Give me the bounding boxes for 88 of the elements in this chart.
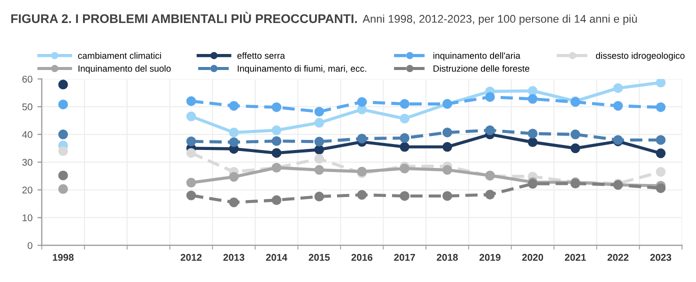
legend-label: Distruzione delle foreste	[434, 65, 530, 72]
point	[442, 165, 452, 175]
point	[314, 136, 324, 146]
point	[314, 118, 324, 128]
x-tick-label: 2020	[522, 254, 544, 261]
x-tick-label: 2012	[180, 254, 202, 261]
point	[400, 191, 410, 201]
point	[485, 92, 495, 102]
point	[656, 102, 666, 112]
point	[528, 128, 538, 138]
point	[58, 184, 68, 194]
point	[314, 154, 324, 164]
point	[186, 178, 196, 188]
point	[400, 99, 410, 109]
y-tick-label: 50	[22, 103, 32, 110]
point	[186, 112, 196, 122]
y-tick-label: 40	[22, 131, 32, 138]
x-tick-label: 2013	[223, 254, 244, 261]
point	[228, 100, 239, 111]
point	[228, 128, 239, 138]
y-tick-label: 30	[22, 158, 32, 166]
point	[314, 165, 324, 175]
point	[442, 128, 452, 138]
point	[442, 142, 452, 152]
point	[272, 148, 282, 158]
y-tick-label: 10	[22, 214, 32, 222]
legend-label: inquinamento dell'aria	[433, 52, 520, 61]
point	[613, 100, 623, 111]
point	[656, 166, 666, 177]
point	[58, 146, 68, 156]
legend-label: effetto serra	[237, 52, 286, 59]
point	[186, 136, 196, 146]
point	[400, 164, 410, 174]
x-tick-label: 2014	[266, 254, 288, 261]
point	[314, 106, 324, 117]
x-tick-label: 2023	[650, 254, 672, 261]
legend-label: dissesto idrogeologico	[596, 52, 685, 61]
point	[400, 133, 410, 143]
point	[570, 143, 580, 154]
point	[357, 134, 367, 144]
y-tick-label: 60	[22, 76, 32, 83]
point	[528, 94, 538, 104]
x-tick-label: 2021	[564, 254, 586, 261]
legend-label: Inquinamento del suolo	[78, 65, 171, 74]
point	[485, 125, 495, 136]
point	[442, 191, 452, 201]
x-tick-label: 2015	[308, 254, 330, 261]
point	[400, 114, 410, 124]
point	[656, 148, 666, 158]
point	[485, 190, 495, 200]
point	[613, 83, 623, 93]
point	[314, 144, 324, 155]
legend-label: cambiament climatici	[78, 52, 161, 59]
point	[228, 172, 239, 182]
point	[228, 197, 239, 208]
point	[528, 86, 538, 96]
point	[570, 130, 580, 140]
x-tick-label: 1998	[52, 254, 74, 261]
point	[656, 78, 666, 88]
chart-subtitle: Anni 1998, 2012-2023, per 100 persone di 14 anni e più	[362, 14, 637, 25]
point	[272, 136, 282, 146]
point	[58, 130, 68, 140]
point	[58, 170, 68, 180]
y-tick-label: 20	[22, 186, 32, 194]
x-tick-label: 2016	[351, 254, 372, 261]
point	[272, 102, 282, 112]
point	[186, 96, 196, 106]
y-tick-label: 0	[28, 242, 32, 249]
legend-label: Inquinamento di fiumi, mari, ecc.	[238, 65, 366, 74]
point	[528, 137, 538, 148]
point	[228, 137, 239, 148]
point	[186, 190, 196, 200]
chart-title: FIGURA 2. I PROBLEMI AMBIENTALI PIÙ PREOCCUPANTI.	[11, 12, 357, 24]
point	[272, 125, 282, 136]
point	[186, 148, 196, 158]
point	[656, 135, 666, 145]
x-tick-label: 2017	[394, 254, 415, 261]
point	[58, 100, 68, 110]
point	[272, 195, 282, 205]
point	[357, 190, 367, 200]
point	[314, 192, 324, 202]
x-tick-label: 2022	[608, 254, 628, 261]
point	[357, 97, 367, 107]
x-tick-label: 2018	[436, 254, 458, 261]
x-tick-label: 2019	[480, 254, 500, 261]
point	[656, 183, 666, 194]
point	[58, 80, 68, 90]
point	[400, 142, 410, 152]
